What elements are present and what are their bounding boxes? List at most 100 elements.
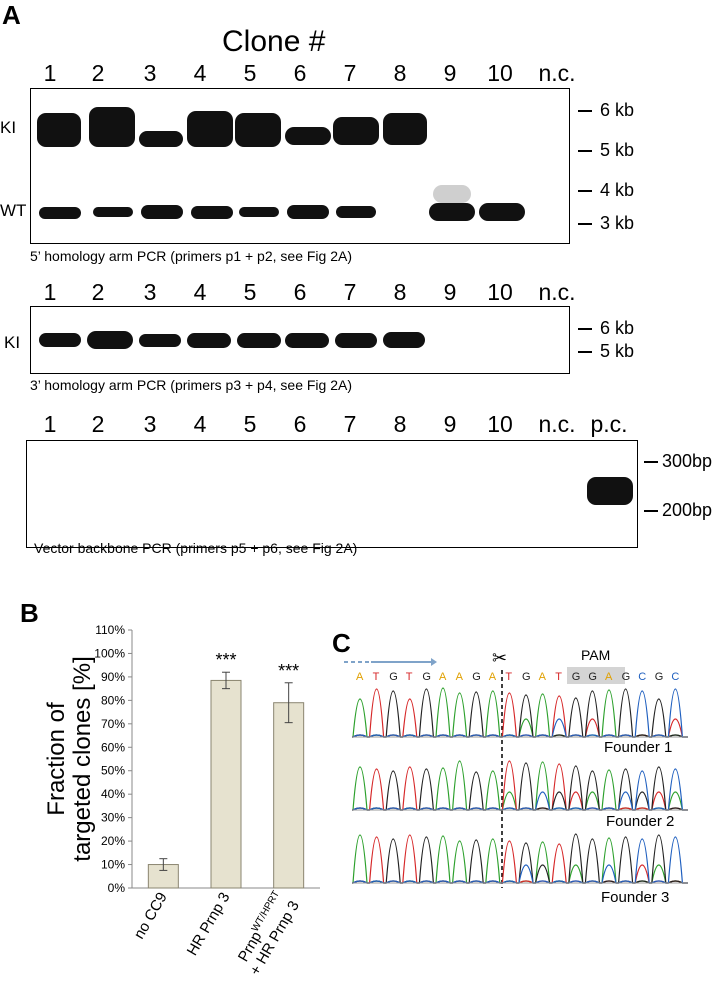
lane-label: 7 xyxy=(343,60,357,86)
gel-band xyxy=(187,111,233,147)
gel-band xyxy=(239,207,279,217)
lane-label: 1 xyxy=(43,60,57,86)
lane-label-pc: p.c. xyxy=(590,411,628,437)
ki-label: KI xyxy=(0,118,17,137)
lane-label: n.c. xyxy=(538,279,576,305)
gel-band xyxy=(433,185,471,203)
marker-label: 6 kb xyxy=(600,100,635,120)
gel-band xyxy=(87,331,133,349)
gel-band xyxy=(335,333,377,348)
panel-b-chart: 0% 10% 20% 30% 40% 50% 60% 70% 80% 90% 100% 110% Fra… xyxy=(20,620,340,980)
gel-band xyxy=(235,113,281,147)
lane-label: 7 xyxy=(343,279,357,305)
gel1-caption: 5’ homology arm PCR (primers p1 + p2, se… xyxy=(30,248,352,264)
chromatogram-trace xyxy=(352,760,688,811)
marker-tick xyxy=(578,328,592,330)
lane-label: 9 xyxy=(443,279,457,305)
y-tick-label: 90% xyxy=(101,670,125,684)
founder-label: Founder 3 xyxy=(601,889,669,906)
lane-label: 10 xyxy=(487,411,513,437)
sequence-base: G xyxy=(522,671,531,683)
x-tick-label: HR Prnp 3 xyxy=(184,890,234,959)
gel-band xyxy=(587,477,633,505)
lane-label: 10 xyxy=(487,279,513,305)
lane-label: 8 xyxy=(393,60,407,86)
marker-label: 6 kb xyxy=(600,318,635,338)
gel-band xyxy=(287,205,329,219)
gel-band xyxy=(285,333,329,348)
chromatogram-traces xyxy=(352,687,688,884)
lane-label: 9 xyxy=(443,411,457,437)
gel-band xyxy=(37,113,81,147)
marker-label: 3 kb xyxy=(600,213,635,233)
sequence-base: G xyxy=(655,671,664,683)
gel-band xyxy=(139,131,183,147)
marker-tick xyxy=(578,190,592,192)
gel-5prime xyxy=(30,88,570,244)
sequence-base: C xyxy=(671,671,679,683)
lane-label: 2 xyxy=(91,279,105,305)
gel-band xyxy=(285,127,331,145)
lane-label: 2 xyxy=(91,60,105,86)
lane-label: 3 xyxy=(143,279,157,305)
marker-tick xyxy=(578,110,592,112)
lane-label: 5 xyxy=(243,60,257,86)
y-tick-label: 100% xyxy=(94,646,125,660)
lane-label: 8 xyxy=(393,411,407,437)
marker-tick xyxy=(644,461,658,463)
gel-band xyxy=(383,332,425,348)
bar xyxy=(210,679,242,889)
lane-label: 9 xyxy=(443,60,457,86)
y-tick-label: 60% xyxy=(101,740,125,754)
gel2-caption: 3’ homology arm PCR (primers p3 + p4, se… xyxy=(30,377,352,393)
sequence-base: A xyxy=(356,671,364,683)
clone-title: Clone # xyxy=(222,25,326,58)
significance-marker: *** xyxy=(215,650,236,670)
sequence-base: T xyxy=(373,671,380,683)
bar-chart: 0% 10% 20% 30% 40% 50% 60% 70% 80% 90% 100% 110% Fra… xyxy=(43,623,320,978)
sequence-base: C xyxy=(638,671,646,683)
lane-label: 3 xyxy=(143,411,157,437)
lane-label: 5 xyxy=(243,411,257,437)
y-axis-label: Fraction of xyxy=(43,702,70,816)
lane-label: 7 xyxy=(343,411,357,437)
y-tick-label: 80% xyxy=(101,693,125,707)
sequence-base: G xyxy=(422,671,431,683)
chromatogram-trace xyxy=(352,836,688,884)
y-tick-label: 0% xyxy=(108,881,126,895)
y-tick-label: 40% xyxy=(101,787,125,801)
ki-label-3prime: KI xyxy=(4,333,21,352)
founder-label: Founder 2 xyxy=(606,813,674,830)
y-tick-label: 30% xyxy=(101,811,125,825)
sequence-base: T xyxy=(555,671,562,683)
lane-label: 8 xyxy=(393,279,407,305)
significance-marker: *** xyxy=(278,661,299,681)
sequence-base: A xyxy=(605,671,613,683)
lane-label: 1 xyxy=(43,411,57,437)
wt-label: WT xyxy=(0,201,27,220)
lane-label: 4 xyxy=(193,60,207,86)
y-tick-label: 10% xyxy=(101,858,125,872)
lane-label: 4 xyxy=(193,411,207,437)
gel-band xyxy=(89,107,135,147)
marker-tick xyxy=(578,150,592,152)
lane-label: n.c. xyxy=(538,411,576,437)
marker-tick xyxy=(644,510,658,512)
arrow-head-icon xyxy=(431,658,437,666)
y-tick-label: 70% xyxy=(101,717,125,731)
lane-label: 5 xyxy=(243,279,257,305)
sequence-base: T xyxy=(406,671,413,683)
gel-band xyxy=(336,206,376,218)
gel-band xyxy=(191,206,233,219)
gel-band xyxy=(187,333,231,348)
founder-label: Founder 1 xyxy=(604,739,672,756)
panel-a-letter: A xyxy=(2,0,21,30)
gel-3prime xyxy=(30,306,570,374)
marker-label: 5 kb xyxy=(600,341,635,361)
y-tick-label: 50% xyxy=(101,764,125,778)
scissors-icon: ✂ xyxy=(492,648,507,669)
lane-label: 4 xyxy=(193,279,207,305)
